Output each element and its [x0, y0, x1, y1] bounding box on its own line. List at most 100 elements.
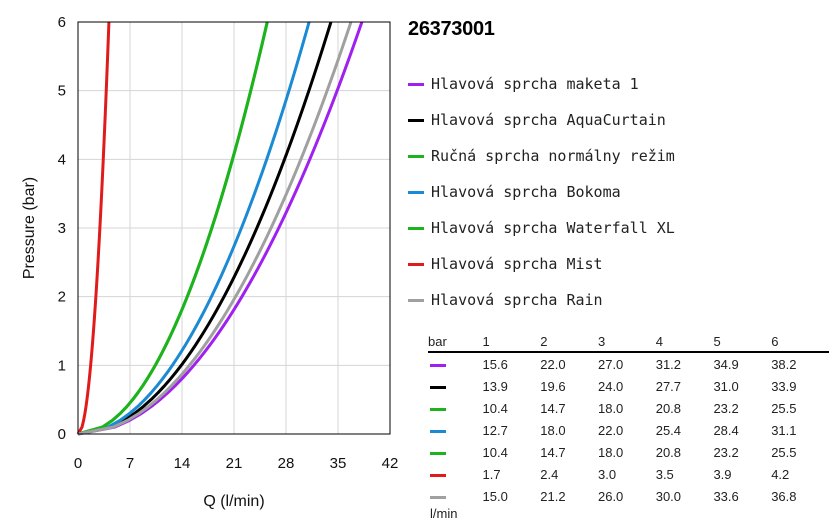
table-row-swatch	[430, 363, 446, 367]
table-cell: 33.6	[713, 488, 739, 504]
y-tick-label: 0	[58, 426, 66, 443]
table-row: 10.4 14.7 18.0 20.8 23.2 25.5	[428, 397, 829, 419]
legend-label: Hlavová sprcha Waterfall XL	[431, 219, 675, 237]
legend-swatch	[408, 154, 424, 158]
legend-swatch	[408, 190, 424, 194]
legend-swatch	[408, 262, 424, 266]
legend-item: Hlavová sprcha maketa 1	[408, 66, 675, 102]
grid	[77, 21, 391, 435]
table-header-pressure: 1	[482, 332, 541, 353]
table-row: 12.7 18.0 22.0 25.4 28.4 31.1	[428, 419, 829, 441]
table-cell: 21.2	[540, 488, 566, 504]
table-cell: 1.7	[482, 466, 501, 482]
legend-label: Hlavová sprcha Bokoma	[431, 183, 621, 201]
table-row-swatch-cell	[428, 397, 483, 419]
table-cell: 25.5	[771, 444, 797, 460]
y-axis-title: Pressure (bar)	[21, 177, 38, 279]
table-row-swatch-cell	[428, 375, 483, 397]
table-cell: 24.0	[597, 378, 624, 394]
table-cell: 13.9	[482, 378, 508, 394]
table-row: 13.9 19.6 24.0 27.7 31.0 33.9	[428, 375, 829, 397]
x-tick-label: 28	[278, 455, 295, 472]
table-cell: 27.7	[655, 378, 682, 394]
table-row-swatch-cell	[428, 485, 483, 507]
legend-swatch	[408, 118, 424, 122]
table-cell: 20.8	[655, 400, 682, 416]
table-cell: 12.7	[482, 422, 508, 438]
table-cell: 18.0	[597, 400, 624, 416]
table-cell: 10.4	[482, 400, 508, 416]
table-row-swatch	[430, 429, 446, 433]
x-tick-label: 0	[74, 455, 82, 472]
y-tick-label: 4	[58, 151, 66, 168]
legend-item: Hlavová sprcha Waterfall XL	[408, 210, 675, 246]
legend-label: Hlavová sprcha Mist	[431, 255, 603, 273]
table-row-swatch	[430, 385, 446, 389]
table-cell: 3.0	[597, 466, 617, 482]
series-line	[77, 21, 269, 436]
table-header-pressure: 6	[771, 332, 829, 353]
series-line	[77, 21, 353, 436]
table-cell: 10.4	[482, 444, 508, 460]
x-tick-label: 35	[330, 455, 347, 472]
x-axis-title: Q (l/min)	[203, 493, 264, 510]
table-cell: 28.4	[713, 422, 739, 438]
table-row: 10.4 14.7 18.0 20.8 23.2 25.5	[428, 441, 829, 463]
table-row: 1.7 2.4 3.0 3.5 3.9 4.2	[428, 463, 829, 485]
table-cell: 20.8	[655, 444, 682, 460]
legend-swatch	[408, 298, 424, 302]
legend-item: Hlavová sprcha AquaCurtain	[408, 102, 675, 138]
series-line	[77, 21, 311, 436]
x-tick-label: 42	[382, 455, 399, 472]
legend-swatch	[408, 82, 424, 86]
legend-label: Ručná sprcha normálny režim	[431, 147, 675, 165]
table-header-pressure: 5	[713, 332, 772, 353]
table-cell: 14.7	[540, 444, 566, 460]
legend-item: Hlavová sprcha Bokoma	[408, 174, 675, 210]
table-row-swatch	[430, 495, 446, 499]
table-row-swatch	[430, 473, 446, 477]
y-tick-label: 2	[58, 289, 66, 306]
legend-swatch	[408, 226, 424, 230]
plot-frame	[77, 21, 391, 435]
legend-label: Hlavová sprcha Rain	[431, 291, 603, 309]
legend-item: Hlavová sprcha Rain	[408, 282, 675, 318]
table-cell: 33.9	[771, 378, 797, 394]
table-cell: 18.0	[597, 444, 624, 460]
table-row-swatch-cell	[428, 463, 483, 485]
table-cell: 2.4	[540, 466, 559, 482]
y-tick-label: 1	[58, 357, 66, 374]
table-cell: 31.2	[655, 356, 682, 372]
table-cell: 23.2	[713, 400, 739, 416]
table-row-swatch-cell	[428, 352, 483, 375]
pressure-flow-chart: 0 7 14 21 28 35 42 0 1 2 3 4 5 6 Q (l/min) Pressure …	[21, 14, 399, 510]
series-line	[76, 21, 111, 435]
table-cell: 30.0	[655, 488, 682, 504]
legend-item: Ručná sprcha normálny režim	[408, 138, 675, 174]
table-cell: 26.0	[597, 488, 624, 504]
table-header-pressure: 3	[597, 332, 656, 353]
table-cell: 22.0	[540, 356, 566, 372]
chart-title: 26373001	[408, 18, 495, 40]
table-cell: 18.0	[540, 422, 566, 438]
table-cell: 15.0	[482, 488, 508, 504]
table-header-unit: bar	[428, 332, 483, 353]
table-row-swatch-cell	[428, 419, 483, 441]
x-tick-label: 14	[174, 455, 191, 472]
table-cell: 23.2	[713, 444, 739, 460]
series-line	[77, 21, 333, 436]
table-unit-label: l/min	[430, 506, 458, 521]
y-tick-label: 5	[58, 83, 66, 100]
table-cell: 27.0	[597, 356, 624, 372]
series-line	[77, 21, 364, 436]
legend-item: Hlavová sprcha Mist	[408, 246, 675, 282]
y-tick-label: 6	[58, 14, 66, 31]
table-cell: 25.4	[655, 422, 682, 438]
table-cell: 31.0	[713, 378, 739, 394]
legend-label: Hlavová sprcha AquaCurtain	[431, 111, 666, 129]
legend: Hlavová sprcha maketa 1 Hlavová sprcha Aq…	[408, 66, 675, 318]
table-cell: 38.2	[771, 356, 797, 372]
series-lines	[76, 21, 364, 436]
table-row-swatch-cell	[428, 441, 483, 463]
table-cell: 3.9	[713, 466, 732, 482]
